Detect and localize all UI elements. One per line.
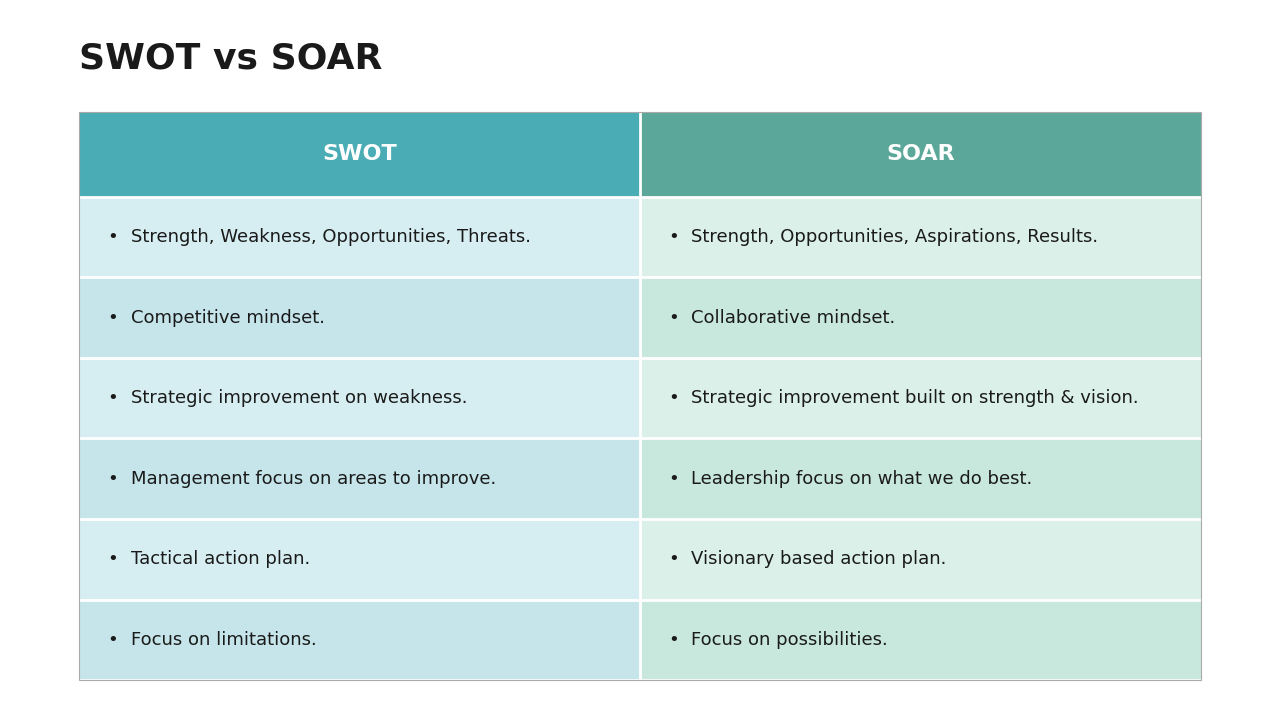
Text: Tactical action plan.: Tactical action plan. (131, 550, 310, 569)
Bar (640, 358, 1201, 438)
Text: Competitive mindset.: Competitive mindset. (131, 308, 325, 327)
Text: Visionary based action plan.: Visionary based action plan. (691, 550, 947, 569)
Bar (79, 600, 640, 680)
Text: SWOT: SWOT (323, 144, 397, 164)
Bar (640, 519, 1201, 600)
Text: •: • (108, 550, 118, 569)
Bar (79, 519, 640, 600)
Text: •: • (668, 469, 678, 488)
Text: Collaborative mindset.: Collaborative mindset. (691, 308, 896, 327)
Text: Strategic improvement built on strength & vision.: Strategic improvement built on strength … (691, 389, 1139, 407)
Bar (79, 438, 640, 519)
Text: Focus on limitations.: Focus on limitations. (131, 631, 316, 649)
Text: •: • (108, 228, 118, 246)
Text: •: • (668, 308, 678, 327)
Bar (79, 112, 1201, 680)
Bar (79, 197, 640, 277)
Text: Leadership focus on what we do best.: Leadership focus on what we do best. (691, 469, 1033, 488)
Bar (79, 277, 640, 358)
Bar (640, 277, 1201, 358)
Bar (640, 197, 1201, 277)
Text: •: • (108, 469, 118, 488)
Text: Strategic improvement on weakness.: Strategic improvement on weakness. (131, 389, 467, 407)
Text: •: • (668, 228, 678, 246)
Text: •: • (108, 308, 118, 327)
Text: Management focus on areas to improve.: Management focus on areas to improve. (131, 469, 495, 488)
Bar (640, 112, 1201, 197)
Text: Strength, Opportunities, Aspirations, Results.: Strength, Opportunities, Aspirations, Re… (691, 228, 1098, 246)
Bar (640, 438, 1201, 519)
Text: •: • (668, 389, 678, 407)
Text: •: • (108, 389, 118, 407)
Bar (79, 112, 640, 197)
Bar (79, 358, 640, 438)
Text: SWOT vs SOAR: SWOT vs SOAR (79, 42, 383, 76)
Bar (640, 600, 1201, 680)
Text: SOAR: SOAR (886, 144, 955, 164)
Text: Strength, Weakness, Opportunities, Threats.: Strength, Weakness, Opportunities, Threa… (131, 228, 530, 246)
Text: Focus on possibilities.: Focus on possibilities. (691, 631, 888, 649)
Text: •: • (668, 631, 678, 649)
Text: •: • (668, 550, 678, 569)
Text: •: • (108, 631, 118, 649)
